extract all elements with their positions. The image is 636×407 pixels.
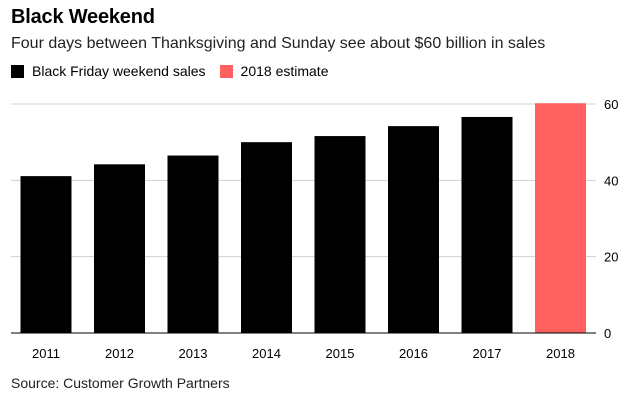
chart-subtitle: Four days between Thanksgiving and Sunda… <box>11 35 546 52</box>
legend-swatch-sales <box>11 64 24 78</box>
bar-sales <box>388 126 439 334</box>
x-tick-label: 2011 <box>32 346 60 361</box>
chart-title: Black Weekend <box>11 6 155 28</box>
source-note: Source: Customer Growth Partners <box>11 375 230 391</box>
x-tick-label: 2015 <box>326 346 355 361</box>
y-tick-label: 60 <box>604 97 618 112</box>
bar-sales <box>20 176 72 333</box>
bar-sales <box>314 136 366 333</box>
legend-item-estimate: 2018 estimate <box>219 63 329 79</box>
bar-estimate <box>535 103 586 333</box>
bar-sales <box>461 116 513 333</box>
bar-sales <box>94 164 145 333</box>
legend-item-sales: Black Friday weekend sales <box>11 63 206 79</box>
legend-swatch-estimate <box>219 64 233 78</box>
bar-sales <box>167 155 219 333</box>
legend-label-sales: Black Friday weekend sales <box>32 63 206 79</box>
x-tick-label: 2013 <box>179 346 208 361</box>
x-tick-label: 2018 <box>546 346 575 361</box>
y-tick-label: 20 <box>604 250 618 265</box>
y-tick-label: 0 <box>604 326 611 341</box>
legend: Black Friday weekend sales 2018 estimate <box>11 63 342 79</box>
legend-label-estimate: 2018 estimate <box>240 63 329 79</box>
x-tick-label: 2014 <box>252 346 281 361</box>
bar-sales <box>241 142 292 333</box>
y-tick-label: 40 <box>604 173 618 188</box>
x-tick-label: 2017 <box>473 346 502 361</box>
x-tick-label: 2012 <box>105 346 134 361</box>
x-tick-label: 2016 <box>399 346 428 361</box>
